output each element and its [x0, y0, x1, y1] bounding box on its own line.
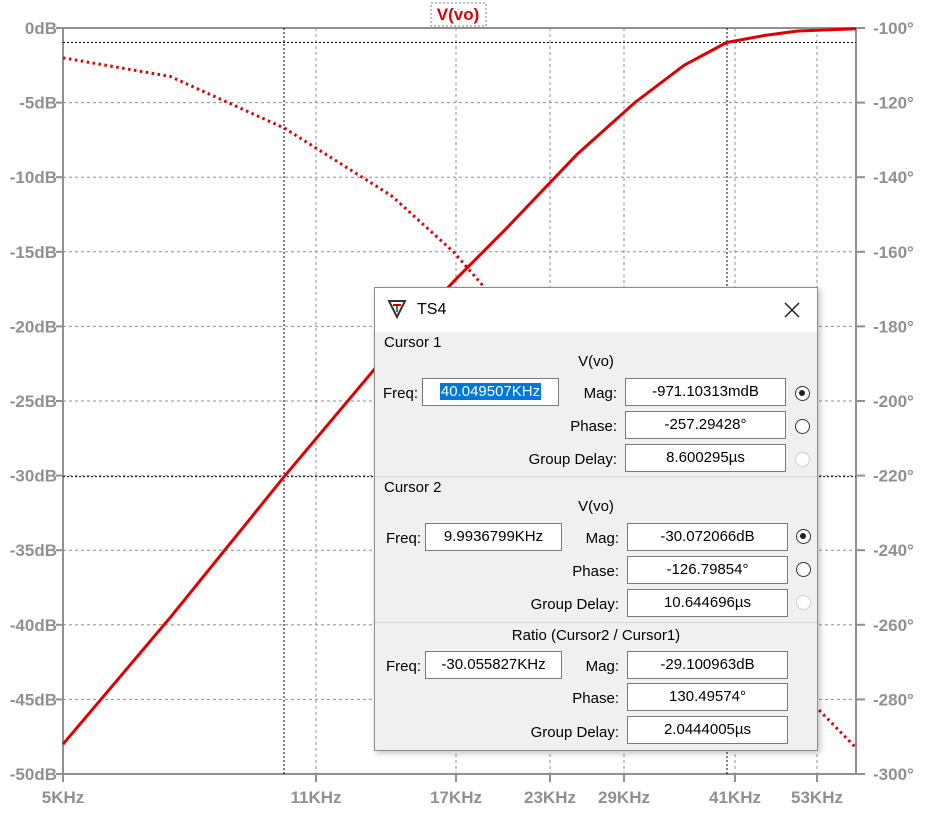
cursor1-freq-label: Freq: — [382, 385, 418, 402]
cursor2-phase-field[interactable]: -126.79854° — [627, 556, 788, 584]
cursor1-phase-label: Phase: — [570, 418, 617, 435]
separator-1 — [375, 476, 817, 477]
y-tick-label: -35dB — [10, 541, 57, 560]
cursor2-mag-label: Mag: — [585, 530, 619, 547]
y2-tick-label: -200° — [873, 392, 914, 411]
x-tick-label: 17KHz — [430, 788, 482, 807]
y2-tick-label: -300° — [873, 765, 914, 784]
cursor2-gd-radio[interactable] — [796, 595, 811, 610]
close-icon[interactable] — [777, 296, 807, 324]
y-tick-label: -50dB — [10, 765, 57, 784]
y-tick-label: -45dB — [10, 690, 57, 709]
y2-tick-label: -180° — [873, 317, 914, 336]
x-tick-label: 23KHz — [524, 788, 576, 807]
y2-tick-label: -100° — [873, 19, 914, 38]
y2-tick-label: -160° — [873, 243, 914, 262]
ratio-gd-field[interactable]: 2.0444005µs — [627, 716, 788, 744]
cursor2-gd-label: Group Delay: — [530, 596, 619, 613]
ratio-gd-label: Group Delay: — [530, 724, 619, 741]
ltspice-app-icon — [387, 300, 407, 320]
dialog-title: TS4 — [417, 301, 447, 318]
cursor1-gd-label: Group Delay: — [528, 451, 617, 468]
ratio-phase-label: Phase: — [572, 690, 619, 707]
cursor2-gd-field[interactable]: 10.644696µs — [627, 589, 788, 617]
plot-title[interactable]: V(vo) — [430, 2, 487, 27]
y2-tick-label: -280° — [873, 690, 914, 709]
y-tick-label: -20dB — [10, 317, 57, 336]
traces — [61, 27, 858, 749]
x-tick-label: 41KHz — [709, 788, 761, 807]
y-tick-label: -30dB — [10, 467, 57, 486]
cursor2-freq-field[interactable]: 9.9936799KHz — [425, 523, 562, 551]
y-tick-label: -5dB — [19, 94, 57, 113]
cursor2-signal: V(vo) — [578, 498, 614, 515]
magnitude-trace — [61, 27, 857, 746]
cursor2-mag-field[interactable]: -30.072066dB — [627, 523, 788, 551]
y2-tick-label: -220° — [873, 467, 914, 486]
cursor2-phase-radio[interactable] — [796, 562, 811, 577]
cursor1-phase-field[interactable]: -257.29428° — [625, 411, 786, 439]
x-tick-label: 11KHz — [290, 788, 341, 807]
ratio-label: Ratio (Cursor2 / Cursor1) — [511, 627, 681, 644]
cursor2-freq-label: Freq: — [385, 530, 421, 547]
cursor1-freq-field[interactable]: 40.049507KHz — [422, 378, 559, 406]
cursor1-freq-value[interactable]: 40.049507KHz — [439, 383, 542, 400]
ratio-mag-field[interactable]: -29.100963dB — [627, 651, 788, 679]
plot-title-box — [430, 2, 487, 27]
x-tick-label: 5KHz — [42, 788, 85, 807]
y2-tick-label: -260° — [873, 616, 914, 635]
cursor-dialog[interactable]: TS4 Cursor 1 V(vo) Freq: 40.049507KHz Ma… — [374, 287, 818, 751]
separator-2 — [375, 622, 817, 623]
y-tick-label: -15dB — [10, 243, 57, 262]
y-tick-label: 0dB — [25, 19, 57, 38]
dialog-titlebar[interactable]: TS4 — [375, 288, 817, 332]
cursor1-mag-radio[interactable] — [795, 386, 810, 401]
ratio-phase-field[interactable]: 130.49574° — [627, 683, 788, 711]
cursor1-label: Cursor 1 — [384, 334, 442, 351]
ratio-mag-label: Mag: — [585, 658, 619, 675]
y-tick-label: -10dB — [10, 168, 57, 187]
cursor2-phase-label: Phase: — [572, 563, 619, 580]
x-tick-label: 53KHz — [791, 788, 843, 807]
cursor1-gd-radio[interactable] — [795, 452, 810, 467]
y-tick-label: -40dB — [10, 616, 57, 635]
y2-tick-label: -240° — [873, 541, 914, 560]
cursor2-mag-radio[interactable] — [796, 529, 811, 544]
cursor1-phase-radio[interactable] — [795, 419, 810, 434]
axis-labels: 0dB -5dB -10dB -15dB -20dB -25dB -30dB -35dB -40… — [10, 19, 914, 807]
cursor1-mag-label: Mag: — [583, 385, 617, 402]
ratio-freq-label: Freq: — [385, 658, 421, 675]
y2-tick-label: -120° — [873, 94, 914, 113]
cursor2-label: Cursor 2 — [384, 479, 442, 496]
y2-tick-label: -140° — [873, 168, 914, 187]
ratio-freq-field[interactable]: -30.055827KHz — [425, 651, 562, 679]
x-tick-label: 29KHz — [598, 788, 650, 807]
cursor1-signal: V(vo) — [578, 353, 614, 370]
cursor1-mag-field[interactable]: -971.10313mdB — [625, 378, 786, 406]
plot-title-text[interactable]: V(vo) — [437, 5, 480, 24]
cursor1-gd-field[interactable]: 8.600295µs — [625, 444, 786, 472]
y-tick-label: -25dB — [10, 392, 57, 411]
